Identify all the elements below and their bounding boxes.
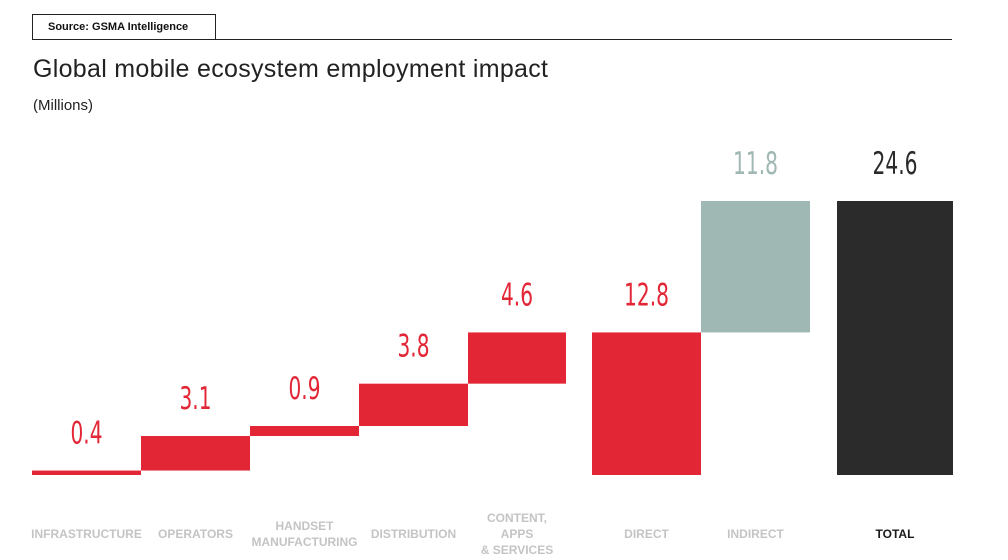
bar-2 — [250, 425, 359, 437]
category-label-3: DISTRIBUTION — [371, 527, 456, 541]
bar-7 — [837, 201, 953, 475]
category-label-0: INFRASTRUCTURE — [31, 527, 142, 541]
value-label-1: 3.1 — [180, 381, 212, 417]
category-label-7: TOTAL — [876, 527, 915, 541]
header-rule — [32, 39, 952, 40]
bar-1 — [141, 436, 250, 471]
value-label-6: 11.8 — [733, 146, 778, 182]
bar-3 — [359, 383, 468, 426]
source-box: Source: GSMA Intelligence — [32, 14, 216, 39]
chart-subtitle: (Millions) — [33, 97, 93, 114]
category-label-4-1: APPS — [501, 527, 534, 541]
source-label: Source: GSMA Intelligence — [48, 21, 189, 33]
value-label-3: 3.8 — [398, 329, 430, 365]
value-label-4: 4.6 — [501, 277, 533, 313]
value-label-0: 0.4 — [71, 416, 103, 452]
category-label-4-0: CONTENT, — [487, 511, 547, 525]
bar-0 — [32, 470, 141, 475]
category-label-6: INDIRECT — [727, 527, 784, 541]
value-label-7: 24.6 — [873, 146, 918, 182]
chart-title: Global mobile ecosystem employment impac… — [33, 55, 549, 83]
value-label-5: 12.8 — [624, 277, 669, 313]
category-label-2-1: MANUFACTURING — [252, 535, 358, 549]
category-label-5: DIRECT — [624, 527, 669, 541]
category-label-2-0: HANDSET — [275, 519, 334, 533]
bar-5 — [592, 332, 701, 475]
value-label-2: 0.9 — [289, 371, 321, 407]
category-label-1: OPERATORS — [158, 527, 233, 541]
bar-6 — [701, 201, 810, 333]
category-label-4-2: & SERVICES — [481, 543, 553, 557]
bar-4 — [468, 332, 566, 384]
